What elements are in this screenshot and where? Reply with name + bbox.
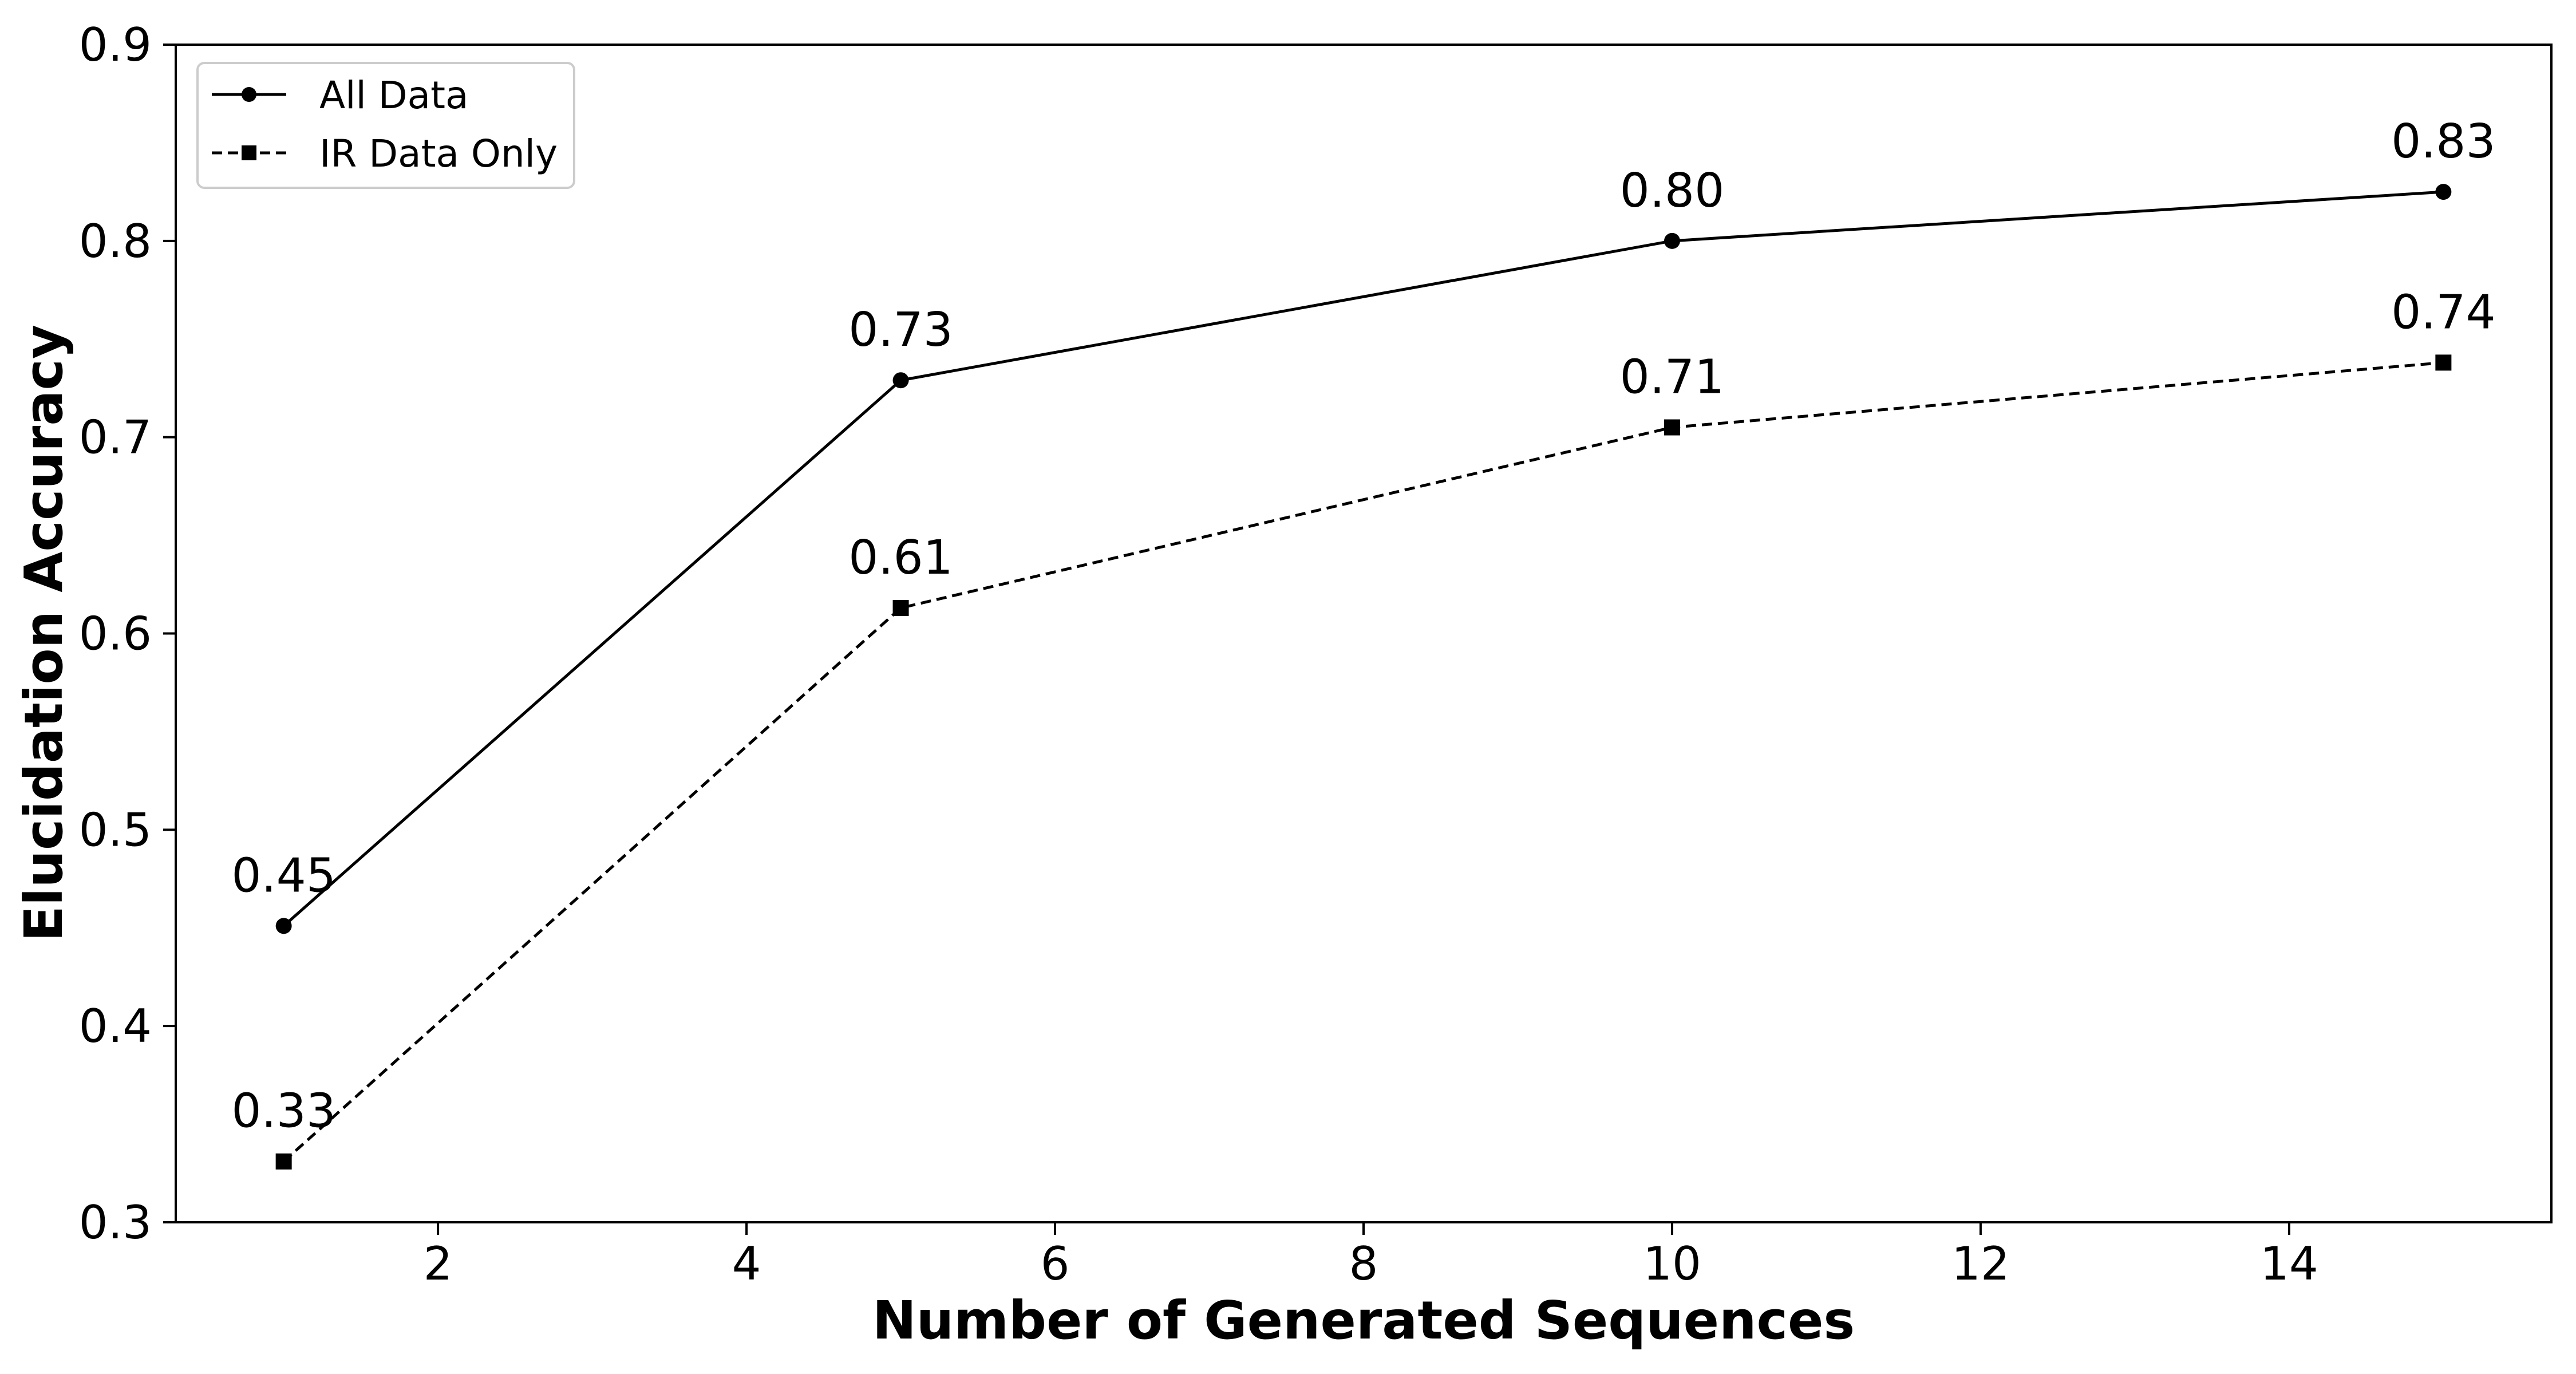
x-tick-label: 14 [2260,1237,2318,1290]
x-tick-label: 2 [424,1237,453,1290]
y-tick-label: 0.9 [79,18,152,72]
y-tick-label: 0.6 [79,607,152,661]
data-label-all-data: 0.45 [231,848,336,903]
series-line-ir-data-only [282,361,2444,1163]
y-tick-label: 0.4 [79,1000,152,1053]
data-point-all-data [275,918,292,934]
data-point-all-data [2435,184,2452,200]
data-label-all-data: 0.73 [848,303,953,357]
data-point-all-data [892,372,909,389]
legend-frame [196,62,575,189]
x-tick-label: 10 [1643,1237,1701,1290]
y-axis-ticks: 0.3 0.4 0.5 0.6 0.7 0.8 0.9 [79,18,176,1249]
x-axis-title: Number of Generated Sequences [872,1290,1855,1351]
legend-marker-ir-data-only [242,145,256,160]
legend-label-ir-data-only: IR Data Only [319,132,558,176]
data-point-ir-data-only [892,599,909,616]
y-tick-label: 0.8 [79,215,152,268]
data-point-ir-data-only [275,1153,292,1170]
data-labels: 0.45 0.73 0.80 0.83 0.33 0.61 0.71 0.74 [231,114,2495,1139]
data-label-ir-data-only: 0.33 [231,1084,336,1139]
data-label-all-data: 0.80 [1620,164,1725,218]
data-label-ir-data-only: 0.71 [1620,350,1725,405]
legend: All Data IR Data Only [196,62,575,189]
legend-marker-all-data [242,87,256,102]
y-tick-label: 0.3 [79,1196,152,1249]
y-tick-label: 0.5 [79,803,152,856]
x-tick-label: 6 [1041,1237,1070,1290]
y-axis-title: Elucidation Accuracy [13,325,74,942]
x-axis-ticks: 2 4 6 8 10 12 14 [424,1222,2318,1290]
plot-area [175,44,2553,1223]
legend-label-all-data: All Data [319,73,468,117]
x-tick-label: 8 [1349,1237,1378,1290]
data-point-ir-data-only [1664,419,1680,436]
data-point-all-data [1664,232,1680,249]
data-point-ir-data-only [2435,354,2452,371]
series-line-all-data [282,190,2444,927]
x-tick-label: 12 [1951,1237,2010,1290]
series-layer [275,184,2452,1170]
data-label-all-data: 0.83 [2391,114,2496,169]
data-label-ir-data-only: 0.74 [2391,285,2496,339]
y-tick-label: 0.7 [79,411,152,464]
x-tick-label: 4 [732,1237,761,1290]
data-label-ir-data-only: 0.61 [848,531,953,585]
